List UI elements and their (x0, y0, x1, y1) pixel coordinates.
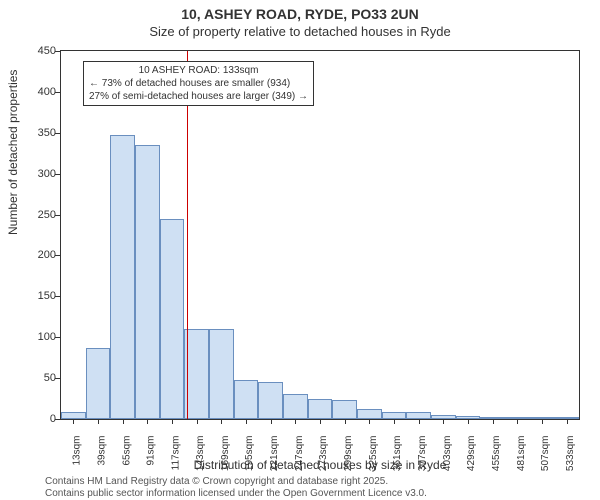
y-tick-mark (55, 378, 60, 379)
annotation-box: 10 ASHEY ROAD: 133sqm← 73% of detached h… (83, 61, 314, 106)
footer-line2: Contains public sector information licen… (45, 488, 427, 500)
x-tick-mark (197, 419, 198, 424)
annotation-line1: 10 ASHEY ROAD: 133sqm (89, 64, 308, 77)
histogram-bar (283, 394, 308, 419)
x-tick-mark (320, 419, 321, 424)
x-tick-label: 351sqm (393, 436, 404, 472)
x-tick-label: 403sqm (442, 436, 453, 472)
histogram-bar (357, 409, 382, 419)
y-tick-label: 150 (38, 290, 56, 302)
x-tick-mark (517, 419, 518, 424)
x-tick-label: 143sqm (195, 436, 206, 472)
chart-title: 10, ASHEY ROAD, RYDE, PO33 2UN (0, 6, 600, 22)
histogram-bar (332, 400, 357, 419)
histogram-bar (382, 412, 407, 419)
y-tick-mark (55, 419, 60, 420)
chart-footer: Contains HM Land Registry data © Crown c… (45, 476, 427, 500)
y-tick-label: 300 (38, 168, 56, 180)
y-axis-label: Number of detached properties (6, 70, 20, 235)
x-tick-mark (246, 419, 247, 424)
x-tick-mark (172, 419, 173, 424)
y-tick-label: 200 (38, 249, 56, 261)
histogram-bar (135, 145, 160, 419)
x-tick-label: 429sqm (467, 436, 478, 472)
x-tick-label: 325sqm (368, 436, 379, 472)
annotation-line2: ← 73% of detached houses are smaller (93… (89, 77, 308, 90)
x-tick-label: 481sqm (516, 436, 527, 472)
x-tick-label: 39sqm (97, 436, 108, 466)
x-tick-mark (271, 419, 272, 424)
x-tick-label: 273sqm (319, 436, 330, 472)
y-tick-label: 400 (38, 86, 56, 98)
x-tick-label: 221sqm (269, 436, 280, 472)
y-tick-mark (55, 255, 60, 256)
histogram-bar (234, 380, 259, 419)
x-tick-mark (295, 419, 296, 424)
y-tick-mark (55, 337, 60, 338)
y-tick-mark (55, 133, 60, 134)
x-tick-mark (221, 419, 222, 424)
y-tick-label: 100 (38, 331, 56, 343)
plot-area: 10 ASHEY ROAD: 133sqm← 73% of detached h… (60, 50, 580, 420)
x-tick-label: 299sqm (343, 436, 354, 472)
x-tick-label: 117sqm (171, 436, 182, 471)
x-tick-mark (567, 419, 568, 424)
y-tick-mark (55, 51, 60, 52)
marker-line (187, 51, 188, 419)
x-tick-mark (345, 419, 346, 424)
x-tick-mark (73, 419, 74, 424)
histogram-bar (86, 348, 111, 419)
x-tick-label: 195sqm (245, 436, 256, 472)
x-tick-mark (542, 419, 543, 424)
x-tick-label: 533sqm (565, 436, 576, 472)
histogram-bar (258, 382, 283, 419)
x-tick-mark (147, 419, 148, 424)
chart-subtitle: Size of property relative to detached ho… (0, 24, 600, 39)
x-tick-mark (493, 419, 494, 424)
x-tick-label: 377sqm (417, 436, 428, 472)
y-tick-mark (55, 174, 60, 175)
y-tick-label: 250 (38, 209, 56, 221)
y-tick-mark (55, 92, 60, 93)
chart-container: 10, ASHEY ROAD, RYDE, PO33 2UN Size of p… (0, 0, 600, 500)
x-tick-label: 507sqm (541, 436, 552, 472)
x-tick-label: 455sqm (491, 436, 502, 472)
x-tick-label: 65sqm (121, 436, 132, 466)
x-tick-mark (443, 419, 444, 424)
x-tick-mark (123, 419, 124, 424)
annotation-line3: 27% of semi-detached houses are larger (… (89, 90, 308, 103)
histogram-bar (209, 329, 234, 419)
x-tick-mark (468, 419, 469, 424)
x-tick-label: 91sqm (146, 436, 157, 466)
x-tick-label: 247sqm (294, 436, 305, 472)
histogram-bar (308, 399, 333, 419)
x-tick-mark (98, 419, 99, 424)
x-tick-label: 169sqm (220, 436, 231, 472)
histogram-bar (110, 135, 135, 419)
x-tick-label: 13sqm (72, 436, 83, 466)
y-tick-mark (55, 215, 60, 216)
histogram-bar (160, 219, 185, 419)
y-tick-label: 350 (38, 127, 56, 139)
x-tick-mark (394, 419, 395, 424)
y-tick-mark (55, 296, 60, 297)
x-tick-mark (419, 419, 420, 424)
y-tick-label: 450 (38, 45, 56, 57)
footer-line1: Contains HM Land Registry data © Crown c… (45, 476, 427, 488)
x-tick-mark (369, 419, 370, 424)
